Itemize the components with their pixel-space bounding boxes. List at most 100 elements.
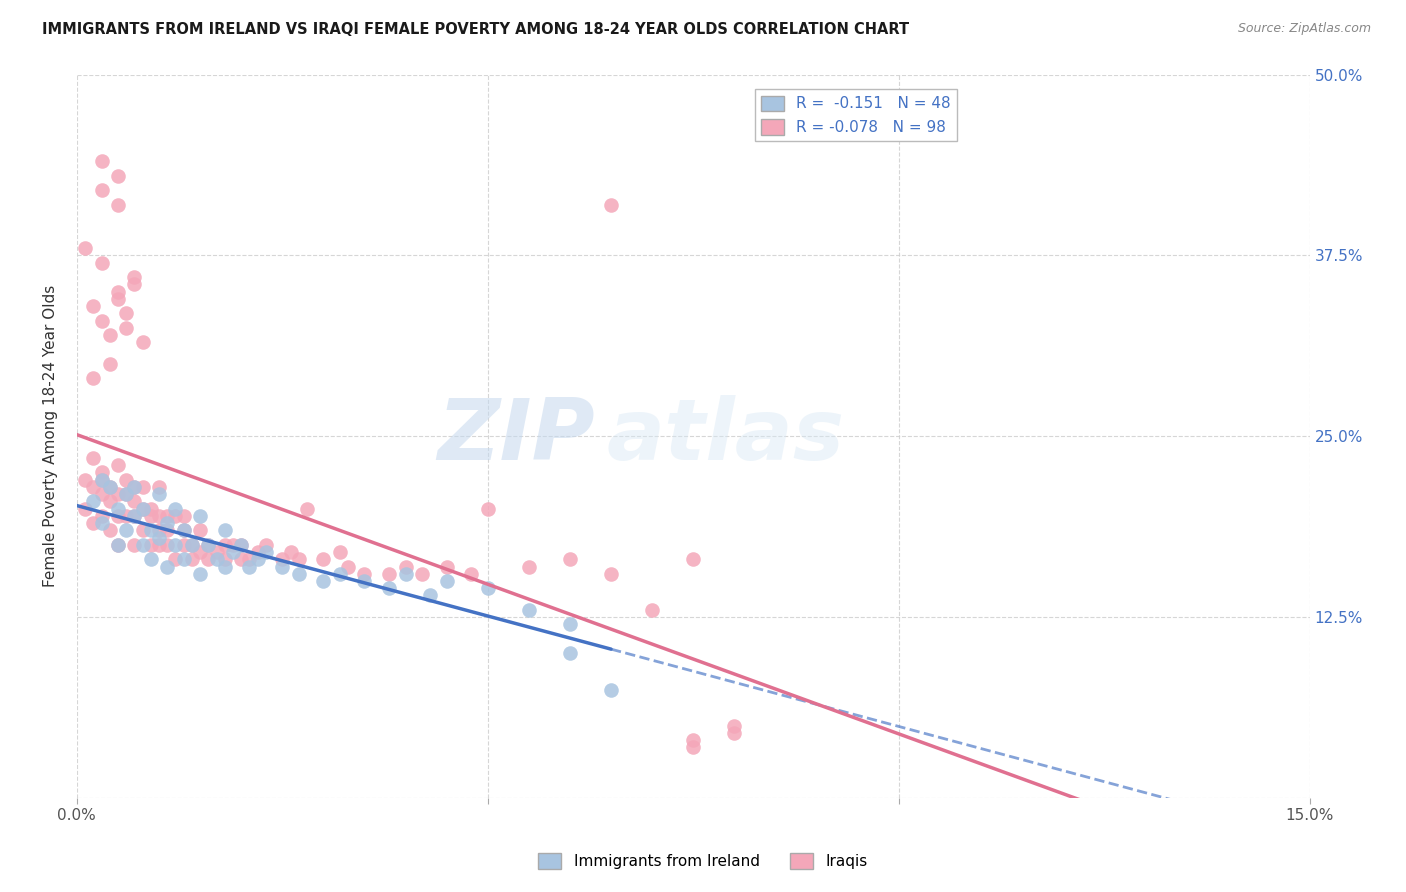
Point xyxy=(90,473,112,487)
Point xyxy=(254,538,277,552)
Point xyxy=(378,566,401,581)
Point xyxy=(156,508,179,523)
Point xyxy=(139,501,162,516)
Point xyxy=(517,603,540,617)
Point xyxy=(82,494,104,508)
Point xyxy=(90,516,112,530)
Point xyxy=(641,603,664,617)
Point xyxy=(98,524,121,538)
Point xyxy=(254,545,277,559)
Point xyxy=(82,371,104,385)
Point xyxy=(329,545,352,559)
Point xyxy=(98,480,121,494)
Point xyxy=(115,320,138,334)
Point xyxy=(156,524,179,538)
Point xyxy=(107,508,129,523)
Point xyxy=(124,480,146,494)
Point xyxy=(222,545,245,559)
Point xyxy=(222,538,245,552)
Point xyxy=(197,538,219,552)
Point xyxy=(394,559,416,574)
Point xyxy=(231,552,253,566)
Point xyxy=(124,270,146,285)
Point xyxy=(600,682,623,697)
Point xyxy=(107,198,129,212)
Point xyxy=(131,501,153,516)
Point xyxy=(477,501,499,516)
Point xyxy=(295,501,318,516)
Point xyxy=(173,508,195,523)
Point xyxy=(124,508,146,523)
Point xyxy=(165,508,187,523)
Point xyxy=(148,538,170,552)
Point xyxy=(205,545,228,559)
Point xyxy=(165,538,187,552)
Point xyxy=(139,524,162,538)
Point xyxy=(82,516,104,530)
Point xyxy=(148,508,170,523)
Text: atlas: atlas xyxy=(607,395,845,478)
Point xyxy=(723,726,745,740)
Point xyxy=(477,581,499,595)
Point xyxy=(139,508,162,523)
Point xyxy=(107,487,129,501)
Point xyxy=(600,566,623,581)
Point xyxy=(115,306,138,320)
Point xyxy=(436,559,458,574)
Point xyxy=(337,559,360,574)
Point xyxy=(165,552,187,566)
Point xyxy=(231,538,253,552)
Point xyxy=(180,552,202,566)
Point xyxy=(238,552,260,566)
Point xyxy=(238,559,260,574)
Point xyxy=(131,524,153,538)
Point xyxy=(82,299,104,313)
Point xyxy=(197,538,219,552)
Point xyxy=(173,524,195,538)
Point xyxy=(600,198,623,212)
Point xyxy=(148,524,170,538)
Point xyxy=(124,494,146,508)
Point xyxy=(90,508,112,523)
Point xyxy=(188,508,211,523)
Point xyxy=(98,328,121,343)
Text: Source: ZipAtlas.com: Source: ZipAtlas.com xyxy=(1237,22,1371,36)
Point xyxy=(156,538,179,552)
Point xyxy=(107,169,129,183)
Text: ZIP: ZIP xyxy=(437,395,595,478)
Point xyxy=(107,292,129,306)
Point xyxy=(188,524,211,538)
Point xyxy=(214,524,236,538)
Point xyxy=(115,473,138,487)
Point xyxy=(131,538,153,552)
Point xyxy=(115,487,138,501)
Point xyxy=(378,581,401,595)
Point xyxy=(75,501,97,516)
Point xyxy=(246,552,269,566)
Point xyxy=(353,574,375,588)
Point xyxy=(90,487,112,501)
Point xyxy=(246,545,269,559)
Point xyxy=(107,285,129,299)
Point xyxy=(107,538,129,552)
Point xyxy=(188,545,211,559)
Point xyxy=(139,538,162,552)
Point xyxy=(287,552,309,566)
Point xyxy=(82,450,104,465)
Point xyxy=(156,516,179,530)
Point xyxy=(558,617,581,632)
Legend: Immigrants from Ireland, Iraqis: Immigrants from Ireland, Iraqis xyxy=(533,847,873,875)
Point xyxy=(124,277,146,292)
Point xyxy=(188,566,211,581)
Point xyxy=(558,552,581,566)
Point xyxy=(165,501,187,516)
Point xyxy=(287,566,309,581)
Point xyxy=(271,559,294,574)
Point xyxy=(124,508,146,523)
Point xyxy=(107,501,129,516)
Point xyxy=(231,538,253,552)
Point xyxy=(115,487,138,501)
Point xyxy=(214,552,236,566)
Point xyxy=(131,335,153,350)
Point xyxy=(124,538,146,552)
